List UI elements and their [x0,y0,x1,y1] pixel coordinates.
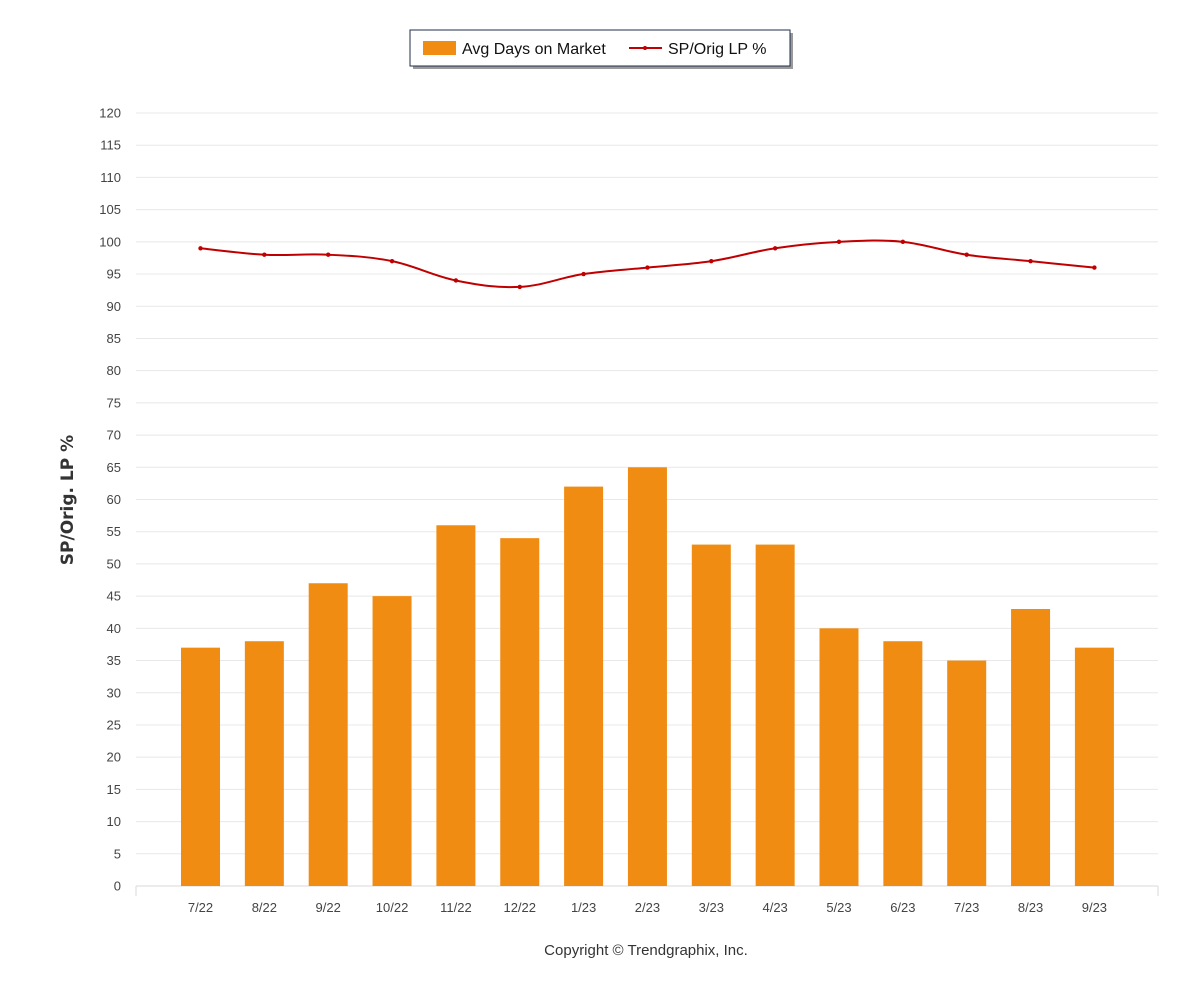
line-point [262,252,267,257]
bar [436,525,476,886]
line-path [200,239,1095,289]
line-point [453,278,459,283]
bar [308,583,348,886]
line-point [964,252,969,257]
y-tick-label: 50 [107,556,121,571]
y-tick-label: 15 [107,782,121,797]
bar [755,544,795,886]
legend-label-line: SP/Orig LP % [668,41,766,58]
copyright-text: Copyright © Trendgraphix, Inc. [544,942,748,959]
x-tick-label: 3/23 [699,900,724,915]
y-tick-label: 95 [107,267,121,282]
line-point [517,284,522,290]
y-tick-label: 70 [107,428,121,443]
x-tick-label: 7/23 [954,900,979,915]
line-series [198,239,1097,290]
bar [1011,609,1051,886]
x-tick-label: 11/22 [440,900,472,915]
legend-box [409,29,791,67]
bar [500,538,540,886]
y-tick-label: 85 [107,331,121,346]
y-tick-label: 10 [107,814,121,829]
y-tick-label: 120 [99,106,121,121]
bar [691,544,731,886]
line-point [581,271,586,277]
line-point [772,246,778,251]
y-tick-label: 25 [107,717,121,732]
y-tick-label: 45 [107,589,121,604]
bar [181,647,220,886]
y-tick-label: 100 [99,234,121,249]
line-point [389,258,395,264]
y-tick-label: 0 [114,879,121,894]
x-tick-label: 2/23 [635,900,660,915]
x-tick-label: 8/22 [252,900,277,915]
x-tick-label: 12/22 [503,900,536,915]
x-tick-label: 10/22 [376,900,409,915]
y-axis-label: SP/Orig. LP % [58,435,78,565]
y-tick-label: 110 [100,170,121,185]
x-axis-ticks: 7/22 8/22 9/22 10/22 11/22 12/22 1/23 2/23 3/23 4… [188,900,1107,915]
y-tick-label: 65 [107,460,121,475]
legend-label-bar: Avg Days on Market [462,41,606,58]
y-tick-label: 115 [100,138,121,153]
bar [819,628,859,886]
y-tick-label: 80 [107,363,121,378]
x-tick-label: 9/23 [1082,900,1107,915]
bar [1074,647,1114,886]
bar [947,660,987,886]
line-point [900,239,906,245]
y-tick-label: 30 [107,685,121,700]
legend-swatch-marker [643,46,647,50]
x-tick-label: 8/23 [1018,900,1043,915]
y-tick-label: 75 [107,395,121,410]
line-point [1028,258,1033,264]
line-point [198,246,203,251]
line-point [1092,265,1097,270]
y-tick-label: 5 [114,846,121,861]
line-point [836,239,842,245]
x-tick-label: 9/22 [316,900,341,915]
y-tick-label: 60 [107,492,121,507]
bar-series [181,467,1114,886]
bar [372,596,412,886]
x-tick-label: 7/22 [188,900,213,915]
legend-swatch-bar [423,41,456,55]
bar [564,486,604,886]
y-tick-label: 105 [99,202,121,217]
bar [244,641,284,886]
y-tick-label: 20 [107,750,121,765]
y-axis-ticks: 0 5 10 15 20 25 30 35 40 45 50 55 60 65 70 75 80 85 90 95 10… [99,106,121,894]
line-point [645,265,650,270]
bar [627,467,667,886]
y-tick-label: 35 [107,653,121,668]
y-tick-label: 40 [107,621,121,636]
legend: Avg Days on Market SP/Orig LP % [409,29,793,69]
line-point [326,252,331,257]
y-tick-label: 90 [107,299,121,314]
x-tick-label: 1/23 [571,900,596,915]
x-tick-label: 6/23 [890,900,915,915]
x-tick-label: 5/23 [826,900,851,915]
y-tick-label: 55 [107,524,121,539]
bar [883,641,923,886]
x-tick-label: 4/23 [762,900,787,915]
line-point [709,258,714,264]
